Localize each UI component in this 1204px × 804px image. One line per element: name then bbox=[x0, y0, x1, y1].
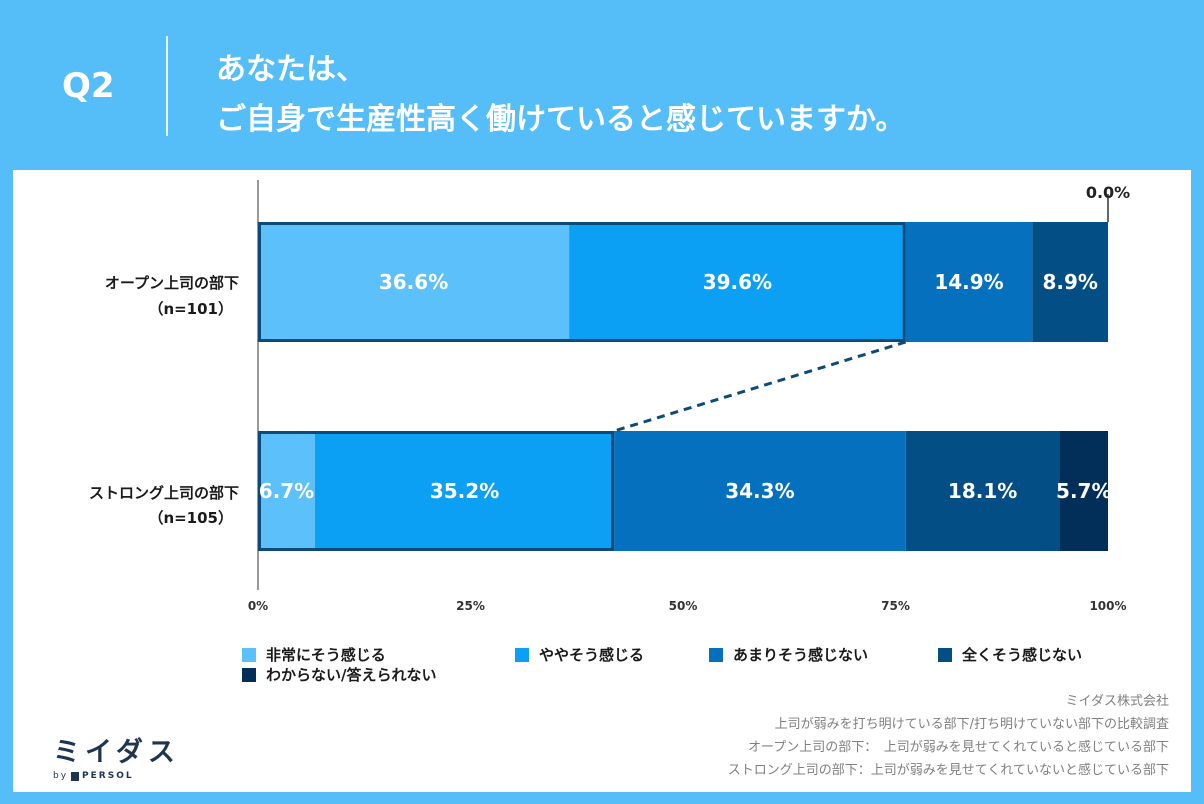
footnote-survey: 上司が弱みを打ち明けている部下/打ち明けていない部下の比較調査 bbox=[774, 717, 1169, 732]
legend-item-unknown: わからない/答えられない bbox=[242, 664, 436, 685]
category-label-open: オープン上司の部下 bbox=[104, 274, 239, 292]
legend-swatch bbox=[709, 647, 723, 662]
highlight-outline-strong bbox=[258, 431, 615, 551]
data-label-strong-4: 5.7% bbox=[1056, 479, 1111, 503]
data-label-strong-0: 6.7% bbox=[259, 479, 314, 503]
footnote-open-def: オープン上司の部下： 上司が弱みを見せてくれていると感じている部下 bbox=[748, 740, 1169, 755]
persol-mark-icon bbox=[71, 771, 80, 781]
category-label-strong: ストロング上司の部下 bbox=[88, 484, 239, 502]
data-label-strong-1: 35.2% bbox=[430, 479, 499, 503]
x-tick-label: 50% bbox=[669, 599, 698, 613]
data-label-open-2: 14.9% bbox=[934, 270, 1003, 294]
bar-segment-open-1 bbox=[569, 222, 906, 342]
bar-segment-strong-4 bbox=[1059, 431, 1108, 551]
legend-item-not-at-all: 全くそう感じない bbox=[938, 644, 1082, 665]
question-title-line-1: あなたは、 bbox=[216, 52, 366, 87]
logo-wordmark: ミイダス bbox=[53, 737, 180, 768]
legend-item-very: 非常にそう感じる bbox=[242, 644, 386, 665]
legend-swatch bbox=[938, 647, 952, 662]
highlight-connector bbox=[613, 340, 907, 433]
data-label-open-zero: 0.0% bbox=[1086, 183, 1130, 202]
x-tick-label: 0% bbox=[248, 599, 268, 613]
legend-swatch bbox=[515, 647, 529, 662]
footnote-company: ミイダス株式会社 bbox=[1065, 694, 1169, 709]
stacked-bar-chart: 36.6% 39.6% 14.9% 8.9% 0.0% 6.7% 35.2% 34.3% 18.… bbox=[248, 180, 1130, 613]
bar-segment-strong-1 bbox=[314, 431, 615, 551]
logo-by: by bbox=[53, 771, 69, 781]
question-title-line-2: ご自身で生産性高く働けていると感じていますか。 bbox=[216, 102, 906, 137]
x-tick-label: 75% bbox=[881, 599, 910, 613]
bar-segment-strong-3 bbox=[905, 431, 1060, 551]
data-label-open-1: 39.6% bbox=[703, 270, 772, 294]
legend-item-somewhat: ややそう感じる bbox=[515, 644, 644, 665]
bar-segment-open-0 bbox=[258, 222, 570, 342]
legend-swatch bbox=[242, 667, 256, 682]
bar-segment-strong-0 bbox=[258, 431, 315, 551]
category-n-open: （n=101） bbox=[148, 300, 233, 318]
data-label-strong-3: 18.1% bbox=[948, 479, 1017, 503]
footnote-strong-def: ストロング上司の部下：上司が弱みを見せてくれていないと感じている部下 bbox=[727, 763, 1169, 778]
question-number: Q2 bbox=[62, 66, 115, 106]
logo-byline: by PERSOL bbox=[53, 771, 180, 781]
bar-segment-open-2 bbox=[905, 222, 1033, 342]
data-label-open-0: 36.6% bbox=[379, 270, 448, 294]
x-tick-label: 100% bbox=[1089, 599, 1126, 613]
legend-swatch bbox=[242, 647, 256, 662]
header: Q2 あなたは、 ご自身で生産性高く働けていると感じていますか。 bbox=[0, 0, 1204, 168]
data-label-open-3: 8.9% bbox=[1042, 270, 1097, 294]
highlight-outline-open bbox=[258, 222, 906, 342]
logo-persol: PERSOL bbox=[82, 771, 134, 781]
miidas-logo: ミイダス by PERSOL bbox=[53, 730, 180, 781]
header-divider bbox=[166, 36, 168, 136]
chart-panel: 36.6% 39.6% 14.9% 8.9% 0.0% 6.7% 35.2% 34.3% 18.… bbox=[13, 170, 1191, 792]
legend-item-not-much: あまりそう感じない bbox=[709, 644, 868, 665]
x-tick-label: 25% bbox=[456, 599, 485, 613]
data-label-strong-2: 34.3% bbox=[725, 479, 794, 503]
bar-segment-open-3 bbox=[1032, 222, 1108, 342]
bar-segment-strong-2 bbox=[614, 431, 906, 551]
category-n-strong: （n=105） bbox=[148, 509, 233, 527]
